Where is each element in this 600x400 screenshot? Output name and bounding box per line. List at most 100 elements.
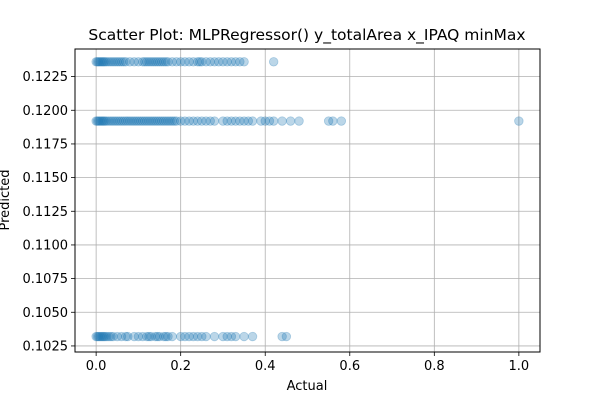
scatter-point (152, 116, 163, 126)
scatter-point (93, 331, 104, 342)
scatter-point (108, 331, 118, 342)
scatter-point (133, 331, 144, 342)
x-tick-label: 1.0 (509, 359, 530, 374)
scatter-point (268, 116, 279, 126)
scatter-point (268, 57, 279, 67)
y-axis-ticks: 0.1025 0.1050 0.1075 0.1100 0.1125 0.1150 0.11… (23, 70, 75, 354)
scatter-point (108, 57, 118, 67)
scatter-point (123, 331, 133, 342)
scatter-point (192, 331, 203, 342)
scatter-point (226, 57, 237, 67)
y-tick-label: 0.1075 (23, 272, 69, 287)
scatter-point (197, 331, 207, 342)
scatter-point (142, 57, 152, 67)
scatter-point (152, 57, 163, 67)
scatter-point (218, 116, 228, 126)
y-tick-label: 0.1175 (23, 137, 69, 152)
scatter-point (92, 331, 103, 342)
scatter-point (156, 116, 167, 126)
x-tick-label: 0.6 (339, 359, 360, 374)
grid-lines (75, 49, 540, 352)
scatter-point (175, 331, 186, 342)
scatter-point (142, 331, 152, 342)
scatter-point (129, 57, 139, 67)
scatter-point (214, 57, 224, 67)
scatter-point (95, 116, 105, 126)
scatter-point (239, 116, 249, 126)
scatter-point (184, 116, 194, 126)
scatter-point (112, 331, 122, 342)
scatter-point (192, 116, 203, 126)
scatter-point (125, 116, 135, 126)
scatter-point (95, 331, 105, 342)
scatter-point (209, 57, 220, 67)
x-tick-label: 0.0 (86, 359, 107, 374)
scatter-point (201, 331, 211, 342)
x-axis-ticks: 0.0 0.2 0.4 0.6 0.8 1.0 (86, 352, 529, 374)
scatter-point (148, 57, 158, 67)
scatter-point (222, 116, 232, 126)
scatter-point (167, 116, 177, 126)
scatter-point (161, 331, 171, 342)
scatter-point (167, 331, 177, 342)
scatter-point (201, 57, 211, 67)
scatter-point (230, 331, 241, 342)
scatter-point (114, 57, 125, 67)
scatter-point (201, 116, 211, 126)
scatter-point (152, 331, 163, 342)
scatter-point (96, 331, 106, 342)
scatter-point (180, 116, 190, 126)
scatter-point (197, 116, 207, 126)
scatter-point (188, 57, 199, 67)
scatter-point (100, 57, 110, 67)
y-tick-label: 0.1150 (23, 171, 69, 186)
scatter-point (121, 116, 131, 126)
scatter-point (99, 331, 109, 342)
scatter-point (184, 57, 194, 67)
chart-title: Scatter Plot: MLPRegressor() y_totalArea… (88, 26, 525, 45)
scatter-point (188, 331, 199, 342)
scatter-point (226, 331, 237, 342)
scatter-point (209, 331, 220, 342)
scatter-point (121, 57, 131, 67)
scatter-point (218, 331, 228, 342)
scatter-point (96, 116, 106, 126)
scatter-point (192, 57, 203, 67)
scatter-point (144, 331, 154, 342)
scatter-point (131, 116, 141, 126)
y-tick-label: 0.1125 (23, 205, 69, 220)
scatter-point (97, 116, 108, 126)
scatter-point (514, 116, 524, 126)
y-axis-label: Predicted (0, 169, 13, 230)
scatter-point (140, 57, 150, 67)
scatter-point (96, 57, 106, 67)
scatter-point (137, 331, 148, 342)
scatter-point (171, 57, 182, 67)
scatter-point (277, 331, 287, 342)
scatter-point (277, 116, 287, 126)
x-axis-label: Actual (287, 379, 328, 394)
y-tick-label: 0.1225 (23, 70, 69, 85)
scatter-point (239, 331, 249, 342)
scatter-point (195, 57, 205, 67)
scatter-point (150, 331, 161, 342)
scatter-point (161, 116, 171, 126)
scatter-point (260, 116, 270, 126)
scatter-point (110, 57, 120, 67)
scatter-point (110, 116, 120, 126)
scatter-point (104, 331, 114, 342)
scatter-point (146, 331, 156, 342)
scatter-point (99, 57, 109, 67)
y-tick-label: 0.1100 (23, 238, 69, 253)
scatter-point (209, 116, 220, 126)
scatter-point (247, 331, 258, 342)
scatter-point (323, 116, 334, 126)
scatter-point (127, 116, 137, 126)
scatter-point (99, 116, 109, 126)
scatter-point (184, 331, 194, 342)
scatter-point (106, 331, 116, 342)
scatter-point (114, 116, 125, 126)
scatter-point (161, 57, 171, 67)
y-tick-label: 0.1050 (23, 306, 69, 321)
scatter-point (154, 57, 165, 67)
